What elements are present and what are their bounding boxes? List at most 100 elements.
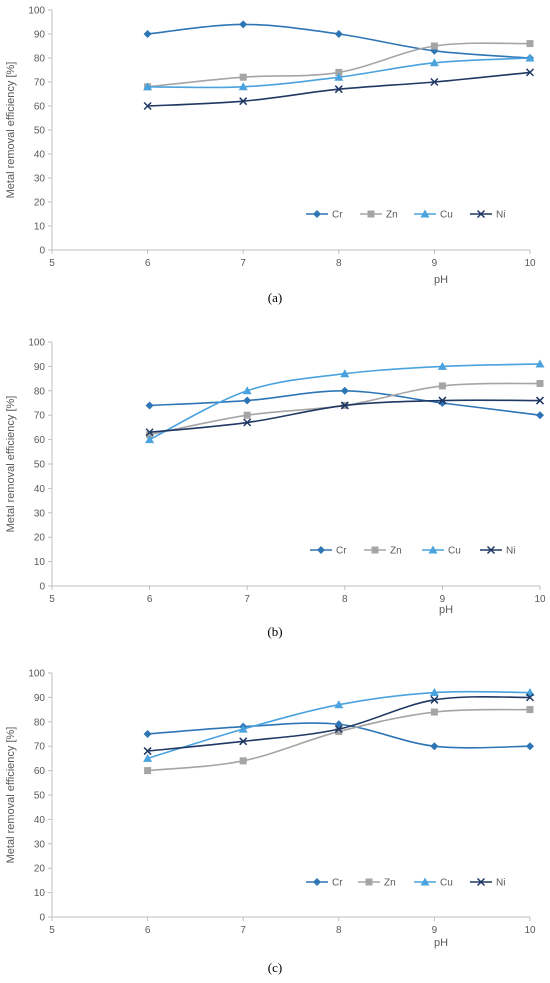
x-tick-label: 8 xyxy=(336,925,342,936)
x-tick-label: 8 xyxy=(336,258,342,269)
y-axis-title: Metal removal efficiency [%] xyxy=(5,396,17,533)
chart-panel-2: 0 10 20 30 40 50 60 70 80 90 100 5 6 7 8 9 10 pH Metal rem… xyxy=(5,338,546,640)
data-point-zn xyxy=(335,728,343,736)
legend-marker-ni xyxy=(486,545,496,555)
y-tick-label: 0 xyxy=(39,913,45,924)
x-tick-label: 10 xyxy=(524,258,536,269)
y-tick-label: 20 xyxy=(34,864,46,875)
data-point-cu xyxy=(238,724,248,733)
legend-marker-cr xyxy=(317,546,325,554)
data-point-ni xyxy=(525,693,535,702)
legend-label-ni: Ni xyxy=(496,210,505,221)
data-point-ni xyxy=(145,428,154,437)
data-point-cr xyxy=(143,730,152,738)
data-point-cu xyxy=(334,72,344,81)
data-point-cu xyxy=(525,53,535,62)
x-tick-label: 8 xyxy=(342,594,348,605)
x-tick-label: 5 xyxy=(49,925,55,936)
legend-marker-cu xyxy=(428,545,438,554)
data-point-ni xyxy=(340,401,349,410)
legend-marker-ni xyxy=(476,209,486,219)
x-tick-label: 6 xyxy=(145,258,151,269)
y-tick-label: 50 xyxy=(34,126,46,137)
legend-label-cr: Cr xyxy=(332,210,343,221)
y-tick-label: 70 xyxy=(34,742,46,753)
x-tick-label: 5 xyxy=(49,258,55,269)
legend-marker-cu xyxy=(420,877,430,886)
legend-marker-zn xyxy=(365,878,373,886)
chart-panel-3: 0 10 20 30 40 50 60 70 80 90 100 5 6 7 8 9 10 pH Metal rem… xyxy=(5,669,536,976)
legend-label-cu: Cu xyxy=(440,878,453,889)
legend-label-ni: Ni xyxy=(506,546,515,557)
y-tick-label: 100 xyxy=(28,338,45,349)
series-line-cr xyxy=(147,23,531,59)
y-tick-label: 40 xyxy=(34,150,46,161)
data-point-zn xyxy=(146,431,154,439)
chart-panel-1: 0 10 20 30 40 50 60 70 80 90 100 5 6 7 8 9 10 pH Metal rem… xyxy=(5,6,536,306)
data-point-cu xyxy=(437,361,447,370)
x-tick-label: 7 xyxy=(244,594,250,605)
x-tick-label: 9 xyxy=(432,258,438,269)
data-point-ni xyxy=(430,695,439,704)
x-tick-label: 7 xyxy=(240,925,246,936)
data-point-ni xyxy=(430,77,439,87)
y-tick-label: 60 xyxy=(34,766,46,777)
y-tick-label: 20 xyxy=(34,198,46,209)
legend-marker-ni xyxy=(476,877,486,887)
data-point-cu xyxy=(145,435,155,444)
y-tick-label: 60 xyxy=(34,102,46,113)
data-point-cr xyxy=(239,20,248,29)
x-tick-label: 10 xyxy=(534,594,546,605)
data-point-cr xyxy=(536,411,544,420)
legend-label-cu: Cu xyxy=(448,546,461,557)
data-point-zn xyxy=(430,42,438,50)
y-tick-label: 90 xyxy=(34,362,46,373)
legend-label-ni: Ni xyxy=(496,878,505,889)
x-axis-title: pH xyxy=(434,274,448,286)
y-tick-label: 20 xyxy=(34,533,46,544)
x-tick-label: 9 xyxy=(432,925,438,936)
x-tick-label: 6 xyxy=(145,925,151,936)
y-tick-label: 40 xyxy=(34,484,46,495)
y-tick-label: 0 xyxy=(39,582,45,593)
x-tick-label: 9 xyxy=(440,594,446,605)
data-point-ni xyxy=(243,418,252,427)
data-point-cr xyxy=(340,386,349,395)
x-tick-label: 6 xyxy=(147,594,153,605)
legend-marker-cr xyxy=(313,878,321,886)
data-point-cu xyxy=(525,688,535,697)
data-point-zn xyxy=(430,708,438,716)
x-tick-label: 5 xyxy=(49,594,55,605)
panel-label: (b) xyxy=(267,624,282,639)
y-tick-label: 50 xyxy=(34,791,46,802)
y-tick-label: 0 xyxy=(39,246,45,257)
x-tick-label: 7 xyxy=(240,258,246,269)
data-point-ni xyxy=(239,737,248,746)
data-point-zn xyxy=(438,382,446,390)
data-point-cr xyxy=(243,396,252,405)
legend-marker-zn xyxy=(371,546,379,554)
y-tick-label: 80 xyxy=(34,717,46,728)
data-point-ni xyxy=(525,68,535,77)
y-tick-label: 10 xyxy=(34,557,46,568)
y-tick-label: 100 xyxy=(28,669,45,680)
x-axis-title: pH xyxy=(439,604,453,616)
y-tick-label: 30 xyxy=(34,839,46,850)
data-point-zn xyxy=(526,40,534,48)
legend-label-zn: Zn xyxy=(386,210,398,221)
legend-marker-zn xyxy=(367,210,375,218)
data-point-ni xyxy=(334,725,343,734)
y-tick-label: 100 xyxy=(28,6,45,17)
legend-label-cr: Cr xyxy=(332,878,343,889)
data-point-cu xyxy=(143,82,153,91)
y-tick-label: 70 xyxy=(34,411,46,422)
y-tick-label: 60 xyxy=(34,435,46,446)
y-tick-label: 10 xyxy=(34,888,46,899)
data-point-cr xyxy=(143,30,152,38)
legend-label-zn: Zn xyxy=(384,878,396,889)
y-tick-label: 30 xyxy=(34,174,46,185)
legend-label-zn: Zn xyxy=(390,546,402,557)
data-point-cr xyxy=(334,30,343,38)
data-point-cu xyxy=(334,700,344,709)
